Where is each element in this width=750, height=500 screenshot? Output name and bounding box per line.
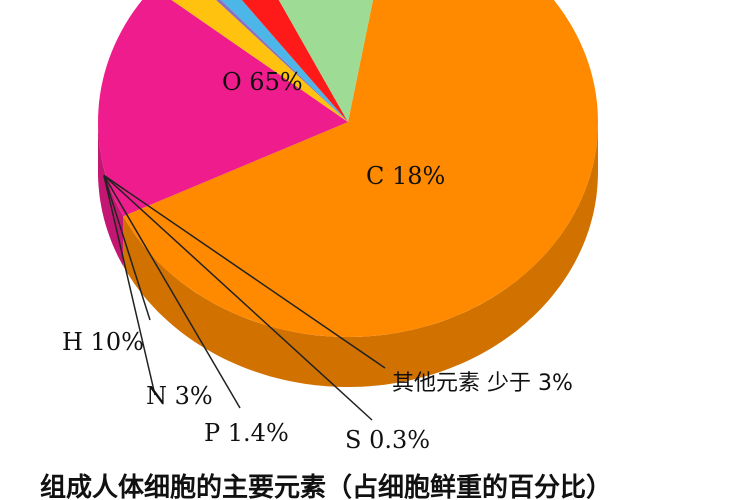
- slice-label-p: P 1.4%: [204, 419, 289, 447]
- leader-line-n: [103, 175, 156, 396]
- chart-title: 组成人体细胞的主要元素（占细胞鲜重的百分比）: [40, 472, 612, 500]
- slice-c: [98, 0, 348, 217]
- pie-top-faces: [98, 0, 598, 337]
- slice-o: [123, 0, 598, 337]
- slice-label-o: O 65%: [222, 68, 303, 96]
- leader-line-s: [103, 174, 373, 421]
- slice-p: [220, 0, 348, 122]
- slice-other: [171, 0, 348, 122]
- slice-h: [278, 0, 374, 122]
- slice-label-s: S 0.3%: [345, 426, 430, 454]
- slice-n: [241, 0, 348, 122]
- slice-label-other: 其他元素 少于 3%: [392, 371, 573, 396]
- slice-s: [216, 0, 348, 122]
- leader-line-h: [103, 175, 151, 321]
- slice-label-n: N 3%: [146, 382, 213, 410]
- leader-line-other: [103, 174, 386, 369]
- slice-side-o: [123, 122, 599, 387]
- slice-label-h: H 10%: [62, 328, 144, 356]
- leader-line-p: [103, 175, 241, 409]
- leader-lines: [103, 174, 386, 421]
- slice-label-c: C 18%: [366, 162, 445, 190]
